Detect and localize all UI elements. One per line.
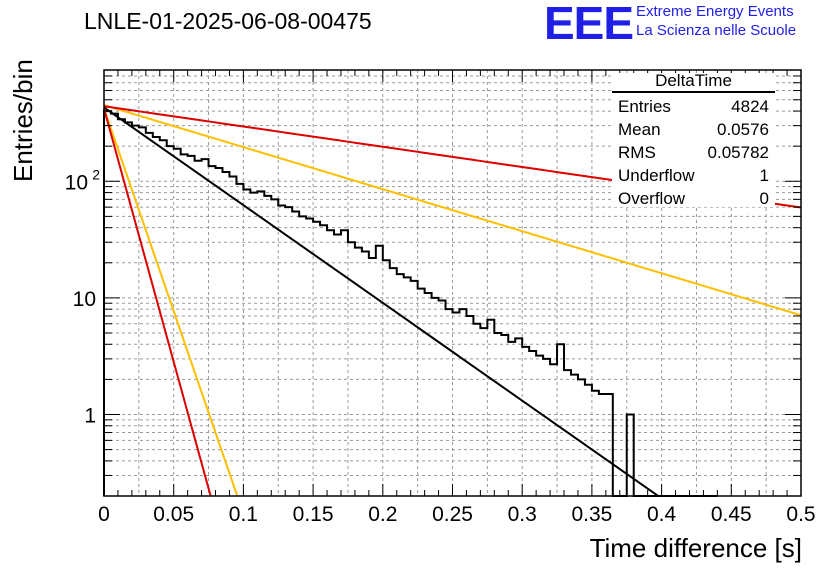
fit-curve: [103, 106, 659, 497]
x-tick-label: 0.45: [711, 503, 752, 526]
stats-label: Entries: [618, 97, 671, 116]
x-tick-label: 0.15: [293, 503, 334, 526]
x-tick-label: 0.3: [508, 503, 537, 526]
x-tick-label: 0.25: [432, 503, 473, 526]
y-tick-label: 10: [65, 171, 88, 194]
x-tick-label: 0.4: [647, 503, 677, 526]
logo-caption: Extreme Energy Events La Scienza nelle S…: [636, 2, 796, 40]
stats-row: Underflow 1: [610, 164, 777, 187]
y-tick-label-exponent: 2: [92, 166, 100, 182]
logo-line-2: La Scienza nelle Scuole: [636, 22, 797, 39]
stats-value: 1: [759, 166, 769, 185]
stats-label: Overflow: [618, 189, 686, 208]
stats-value: 0: [759, 189, 769, 208]
stats-row: Entries 4824: [610, 95, 777, 118]
fit-curve: [103, 104, 802, 317]
x-tick-label: 0.05: [153, 503, 194, 526]
stats-label: RMS: [618, 143, 656, 162]
stats-box-background: [612, 73, 775, 207]
stats-label: Mean: [618, 120, 661, 139]
eee-logo: EEE: [544, 0, 634, 49]
stats-value: 0.0576: [717, 120, 769, 139]
x-tick-label: 0.1: [229, 503, 258, 526]
x-tick-label: 0.5: [786, 503, 815, 526]
stats-box: DeltaTime Entries 4824 Mean 0.0576 RMS 0.05…: [610, 70, 777, 210]
chart-title: LNLE-01-2025-06-08-00475: [84, 8, 372, 34]
x-tick-label: 0.2: [368, 503, 397, 526]
y-tick-label: 10: [73, 288, 96, 311]
fit-curve: [103, 108, 212, 497]
y-axis-label: Entries/bin: [8, 59, 38, 182]
histogram-bars: [103, 110, 718, 497]
stats-value: 0.05782: [707, 143, 769, 162]
stats-label: Underflow: [618, 166, 695, 185]
y-tick-label: 1: [84, 404, 96, 427]
fit-curve: [103, 108, 239, 497]
x-tick-label: 0.35: [571, 503, 612, 526]
stats-title: DeltaTime: [612, 70, 775, 93]
stats-row: Overflow 0: [610, 187, 777, 210]
stats-row: Mean 0.0576: [610, 118, 777, 141]
x-tick-label: 0: [98, 503, 110, 526]
logo-line-1: Extreme Energy Events: [636, 3, 794, 20]
x-axis-label: Time difference [s]: [589, 533, 802, 563]
stats-value: 4824: [731, 97, 769, 116]
stats-row: RMS 0.05782: [610, 141, 777, 164]
